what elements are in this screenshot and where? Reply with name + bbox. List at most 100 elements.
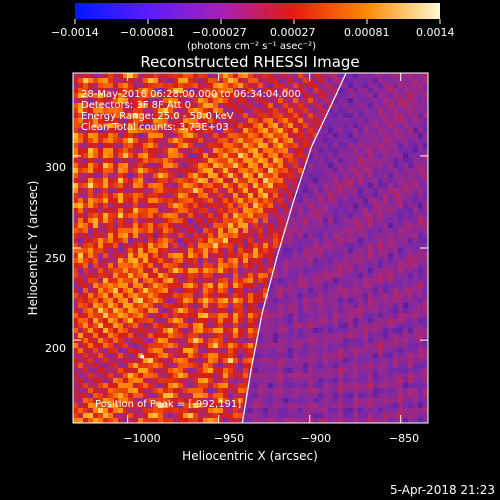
heatmap-pixel <box>93 208 98 213</box>
heatmap-pixel <box>358 368 363 373</box>
heatmap-pixel <box>88 73 93 78</box>
heatmap-pixel <box>388 178 393 183</box>
heatmap-pixel <box>303 143 308 148</box>
heatmap-pixel <box>178 138 183 143</box>
heatmap-pixel <box>253 208 258 213</box>
heatmap-pixel <box>383 308 388 313</box>
heatmap-pixel <box>213 258 218 263</box>
heatmap-pixel <box>228 243 233 248</box>
heatmap-pixel <box>83 263 88 268</box>
heatmap-pixel <box>218 403 223 408</box>
heatmap-pixel <box>158 163 163 168</box>
heatmap-pixel <box>288 318 293 323</box>
heatmap-pixel <box>198 163 203 168</box>
heatmap-pixel <box>278 398 283 403</box>
heatmap-pixel <box>318 143 323 148</box>
heatmap-pixel <box>343 88 348 93</box>
heatmap-pixel <box>148 138 153 143</box>
heatmap-pixel <box>258 338 263 343</box>
heatmap-pixel <box>88 218 93 223</box>
heatmap-pixel <box>338 238 343 243</box>
heatmap-pixel <box>388 168 393 173</box>
heatmap-pixel <box>108 218 113 223</box>
heatmap-pixel <box>193 143 198 148</box>
heatmap-pixel <box>253 283 258 288</box>
heatmap-pixel <box>353 138 358 143</box>
heatmap-pixel <box>143 198 148 203</box>
heatmap-pixel <box>413 203 418 208</box>
heatmap-pixel <box>323 303 328 308</box>
heatmap-pixel <box>293 153 298 158</box>
heatmap-pixel <box>268 378 273 383</box>
heatmap-pixel <box>178 268 183 273</box>
heatmap-pixel <box>258 153 263 158</box>
heatmap-pixel <box>258 353 263 358</box>
heatmap-pixel <box>173 103 178 108</box>
heatmap-pixel <box>178 363 183 368</box>
heatmap-pixel <box>208 153 213 158</box>
heatmap-pixel <box>343 388 348 393</box>
heatmap-pixel <box>358 253 363 258</box>
heatmap-pixel <box>153 73 158 78</box>
heatmap-pixel <box>348 343 353 348</box>
heatmap-pixel <box>113 333 118 338</box>
heatmap-pixel <box>193 223 198 228</box>
heatmap-pixel <box>113 103 118 108</box>
heatmap-pixel <box>388 158 393 163</box>
heatmap-pixel <box>423 163 428 168</box>
heatmap-pixel <box>203 328 208 333</box>
heatmap-pixel <box>358 188 363 193</box>
heatmap-pixel <box>283 328 288 333</box>
heatmap-pixel <box>338 133 343 138</box>
heatmap-pixel <box>423 138 428 143</box>
heatmap-pixel <box>353 198 358 203</box>
heatmap-pixel <box>273 123 278 128</box>
heatmap-pixel <box>373 118 378 123</box>
heatmap-pixel <box>123 368 128 373</box>
heatmap-pixel <box>263 388 268 393</box>
heatmap-pixel <box>373 133 378 138</box>
heatmap-pixel <box>258 93 263 98</box>
heatmap-pixel <box>343 268 348 273</box>
heatmap-pixel <box>368 273 373 278</box>
heatmap-pixel <box>368 258 373 263</box>
heatmap-pixel <box>108 228 113 233</box>
heatmap-pixel <box>363 303 368 308</box>
heatmap-pixel <box>163 328 168 333</box>
heatmap-pixel <box>228 338 233 343</box>
heatmap-pixel <box>123 268 128 273</box>
heatmap-pixel <box>323 78 328 83</box>
heatmap-pixel <box>358 248 363 253</box>
heatmap-pixel <box>253 258 258 263</box>
heatmap-pixel <box>173 113 178 118</box>
heatmap-pixel <box>413 363 418 368</box>
heatmap-pixel <box>153 333 158 338</box>
heatmap-pixel <box>348 273 353 278</box>
heatmap-pixel <box>123 398 128 403</box>
heatmap-pixel <box>178 103 183 108</box>
heatmap-pixel <box>188 88 193 93</box>
heatmap-pixel <box>308 93 313 98</box>
heatmap-pixel <box>318 193 323 198</box>
heatmap-pixel <box>143 348 148 353</box>
heatmap-pixel <box>258 218 263 223</box>
heatmap-pixel <box>203 218 208 223</box>
heatmap-pixel <box>198 88 203 93</box>
heatmap-pixel <box>403 118 408 123</box>
heatmap-pixel <box>348 418 353 423</box>
heatmap-pixel <box>213 398 218 403</box>
heatmap-pixel <box>148 238 153 243</box>
heatmap-pixel <box>318 163 323 168</box>
heatmap-pixel <box>108 173 113 178</box>
heatmap-pixel <box>228 148 233 153</box>
heatmap-pixel <box>283 418 288 423</box>
heatmap-pixel <box>363 388 368 393</box>
heatmap-pixel <box>258 183 263 188</box>
heatmap-pixel <box>188 193 193 198</box>
heatmap-pixel <box>103 418 108 423</box>
heatmap-pixel <box>418 308 423 313</box>
heatmap-pixel <box>418 298 423 303</box>
heatmap-pixel <box>343 248 348 253</box>
heatmap-pixel <box>403 133 408 138</box>
heatmap-pixel <box>173 283 178 288</box>
